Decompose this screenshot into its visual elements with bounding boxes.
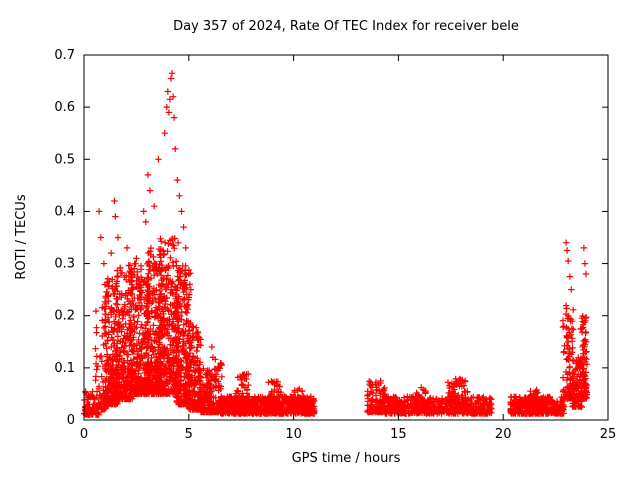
axis-tick-labels: 0 5 10 15 20 25 0 0.1 0.2 0.3 0.4 0.5 0.6 0.7 xyxy=(54,48,616,442)
y-tick-label: 0.4 xyxy=(54,204,75,219)
data-point-markers xyxy=(81,70,591,418)
y-tick-label: 0.6 xyxy=(54,100,75,115)
x-tick-label: 10 xyxy=(285,427,302,442)
y-tick-label: 0.5 xyxy=(54,152,75,167)
y-tick-label: 0.3 xyxy=(54,257,75,272)
x-tick-label: 20 xyxy=(495,427,512,442)
y-tick-label: 0 xyxy=(67,413,75,428)
y-axis-label: ROTI / TECUs xyxy=(14,194,29,279)
y-tick-label: 0.7 xyxy=(54,48,75,63)
x-tick-label: 0 xyxy=(80,427,88,442)
x-tick-label: 5 xyxy=(185,427,193,442)
y-tick-label: 0.2 xyxy=(54,309,75,324)
x-tick-label: 25 xyxy=(600,427,617,442)
scatter-points xyxy=(81,70,591,418)
chart-title: Day 357 of 2024, Rate Of TEC Index for r… xyxy=(173,19,519,34)
y-tick-label: 0.1 xyxy=(54,361,75,376)
x-tick-label: 15 xyxy=(390,427,407,442)
plot-border xyxy=(83,54,609,421)
x-axis-label: GPS time / hours xyxy=(292,451,401,466)
